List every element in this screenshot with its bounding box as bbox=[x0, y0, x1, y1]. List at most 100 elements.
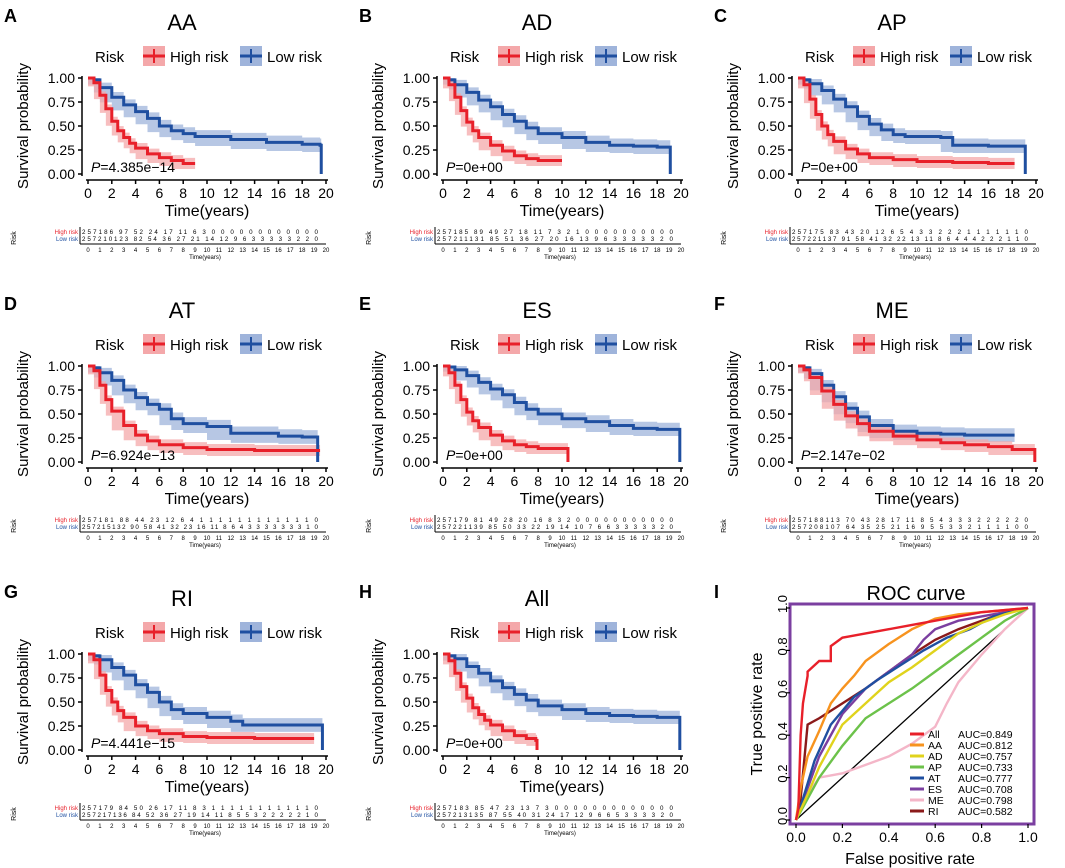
risk-table-tick: 12 bbox=[937, 536, 944, 542]
y-tick-label: 0.25 bbox=[758, 430, 785, 446]
y-axis-label: Survival probability bbox=[370, 351, 387, 477]
x-tick-label: 4 bbox=[132, 761, 140, 777]
risk-table-tick: 14 bbox=[251, 824, 258, 830]
high-risk-ci-band bbox=[88, 654, 315, 744]
chart-title: ES bbox=[522, 298, 551, 323]
y-tick-label: 0.25 bbox=[403, 718, 430, 734]
x-tick-label: 6 bbox=[866, 185, 874, 201]
p-value: P=2.147e−02 bbox=[801, 447, 885, 463]
x-tick-label: 20 bbox=[318, 761, 334, 777]
panel-letter: D bbox=[4, 294, 17, 314]
risk-table-tick: 1 bbox=[808, 536, 812, 542]
risk-table-row-low: Low risk bbox=[56, 525, 79, 531]
x-tick-label: 8 bbox=[889, 185, 897, 201]
risk-table-tick: 1 bbox=[808, 248, 812, 254]
x-tick-label: 8 bbox=[534, 761, 542, 777]
risk-table-row-low: Low risk bbox=[56, 813, 79, 819]
risk-table-tick: 4 bbox=[489, 824, 493, 830]
risk-table-tick: 19 bbox=[311, 536, 318, 542]
x-tick-label: 20 bbox=[673, 473, 689, 489]
risk-table-tick: 18 bbox=[299, 536, 306, 542]
legend-high-label: High risk bbox=[170, 337, 229, 354]
risk-table-tick: 8 bbox=[892, 536, 896, 542]
y-tick-label: 0.2 bbox=[775, 765, 790, 783]
roc-curve-es bbox=[794, 606, 1029, 821]
risk-table-tick: 18 bbox=[299, 824, 306, 830]
x-axis-label: Time(years) bbox=[520, 779, 605, 796]
risk-table-tick: 13 bbox=[594, 248, 601, 254]
x-tick-label: 16 bbox=[626, 473, 642, 489]
p-value: P=0e+00 bbox=[446, 159, 503, 175]
roc-legend-name: AT bbox=[928, 773, 941, 785]
x-tick-label: 2 bbox=[463, 185, 471, 201]
roc-legend-auc: AUC=0.757 bbox=[958, 751, 1013, 763]
y-tick-label: 0.00 bbox=[48, 454, 75, 470]
y-tick-label: 0.50 bbox=[48, 694, 75, 710]
roc-curve-ad bbox=[794, 606, 1029, 821]
x-tick-label: 4 bbox=[487, 185, 495, 201]
p-symbol: P bbox=[446, 159, 456, 175]
y-tick-label: 0.6 bbox=[775, 680, 790, 698]
risk-table-row-high: High risk bbox=[765, 518, 789, 524]
risk-table-tick: 20 bbox=[678, 248, 685, 254]
x-tick-label: 14 bbox=[602, 473, 618, 489]
legend-high-label: High risk bbox=[170, 625, 229, 642]
risk-table-low-counts: 257211131 85 51 36 27 20 16 13 9 6 3 3 3… bbox=[437, 236, 674, 243]
legend-title: Risk bbox=[805, 49, 835, 66]
risk-table-tick: 16 bbox=[630, 824, 637, 830]
risk-table-tick: 11 bbox=[216, 536, 223, 542]
chart-title: AA bbox=[167, 10, 197, 35]
high-risk-curve bbox=[88, 76, 196, 165]
panel-I: I ROC curve 0.0 0.2 0.4 0.6 0.8 1.0 0.0 0.2 0.4 0.6… bbox=[714, 582, 1038, 868]
y-tick-label: 0.75 bbox=[758, 94, 785, 110]
risk-table-tick: 1 bbox=[98, 248, 102, 254]
legend-low-label: Low risk bbox=[267, 49, 323, 66]
roc-curve-ap bbox=[794, 606, 1029, 821]
risk-table-tick: 5 bbox=[501, 824, 505, 830]
risk-table-tick: 18 bbox=[1009, 248, 1016, 254]
risk-table-xlabel: Time(years) bbox=[899, 255, 931, 261]
risk-table-tick: 11 bbox=[926, 248, 933, 254]
risk-table-tick: 15 bbox=[263, 536, 270, 542]
x-tick-label: 6 bbox=[511, 185, 519, 201]
x-tick-label: 12 bbox=[933, 473, 949, 489]
risk-table-high-counts: 257175 83 43 20 12 6 5 4 3 3 2 2 2 1 1 1… bbox=[792, 229, 1029, 236]
risk-table-tick: 1 bbox=[453, 824, 457, 830]
risk-table-row-low: Low risk bbox=[766, 237, 789, 243]
risk-table-tick: 4 bbox=[134, 824, 138, 830]
risk-table-tick: 5 bbox=[501, 248, 505, 254]
risk-table-tick: 13 bbox=[239, 824, 246, 830]
legend-high-label: High risk bbox=[525, 337, 584, 354]
risk-table-tick: 17 bbox=[287, 536, 294, 542]
risk-table-tick: 14 bbox=[606, 824, 613, 830]
risk-table-tick: 13 bbox=[949, 536, 956, 542]
x-axis-label: Time(years) bbox=[165, 491, 250, 508]
risk-table-tick: 14 bbox=[961, 248, 968, 254]
y-axis-label: Survival probability bbox=[370, 639, 387, 765]
roc-legend-auc: AUC=0.582 bbox=[958, 806, 1013, 818]
x-tick-label: 10 bbox=[909, 185, 925, 201]
risk-table-row-high: High risk bbox=[55, 230, 79, 236]
y-tick-label: 0.75 bbox=[48, 670, 75, 686]
risk-table-row-high: High risk bbox=[765, 230, 789, 236]
y-tick-label: 0.50 bbox=[48, 118, 75, 134]
legend-title: Risk bbox=[450, 625, 480, 642]
p-value: P=0e+00 bbox=[446, 447, 503, 463]
x-tick-label: 6 bbox=[156, 761, 164, 777]
legend-high-label: High risk bbox=[525, 625, 584, 642]
legend-low-label: Low risk bbox=[267, 625, 323, 642]
risk-table-tick: 2 bbox=[465, 248, 469, 254]
risk-table-tick: 7 bbox=[880, 248, 884, 254]
risk-table-tick: 10 bbox=[914, 248, 921, 254]
x-tick-label: 12 bbox=[223, 473, 239, 489]
y-tick-label: 1.00 bbox=[48, 358, 75, 374]
risk-table-tick: 3 bbox=[477, 248, 481, 254]
x-tick-label: 0 bbox=[84, 761, 92, 777]
risk-table-row-high: High risk bbox=[55, 806, 79, 812]
x-tick-label: 12 bbox=[933, 185, 949, 201]
